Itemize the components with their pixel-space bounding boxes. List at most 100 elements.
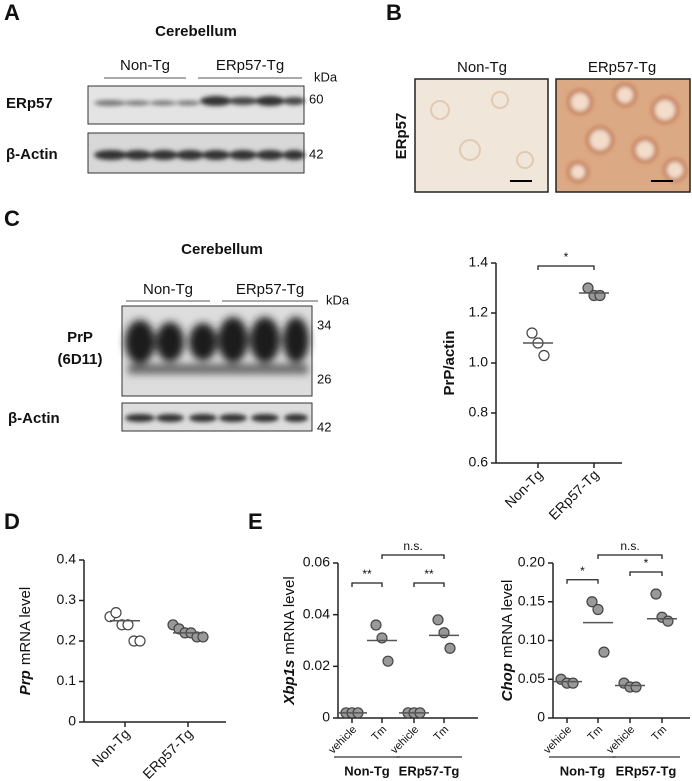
group-label: ERp57-Tg bbox=[236, 281, 304, 298]
data-point bbox=[526, 327, 538, 339]
significance-label: ** bbox=[424, 567, 434, 581]
x-tick-label: vehicle bbox=[541, 724, 574, 757]
y-axis-label-italic: Prp bbox=[17, 670, 34, 695]
data-point bbox=[438, 627, 450, 639]
data-point bbox=[630, 681, 642, 693]
data-point bbox=[376, 632, 388, 644]
y-axis-label: Chop mRNA level bbox=[499, 580, 516, 702]
data-point bbox=[370, 619, 382, 631]
group-label: Non-Tg bbox=[344, 763, 390, 778]
blot-row-label: ERp57 bbox=[6, 95, 53, 112]
micrograph bbox=[555, 78, 691, 193]
micrograph bbox=[414, 78, 549, 193]
significance-bracket bbox=[413, 582, 445, 587]
significance-label: ** bbox=[362, 567, 372, 581]
significance-label: * bbox=[564, 250, 569, 264]
y-tick-label: 0.3 bbox=[57, 591, 77, 607]
image-label: Non-Tg bbox=[457, 59, 507, 76]
data-point bbox=[586, 596, 598, 608]
significance-label: n.s. bbox=[403, 539, 422, 553]
x-tick-label: Tm bbox=[369, 724, 389, 744]
unit-label: kDa bbox=[314, 69, 338, 84]
group-label: Non-Tg bbox=[560, 763, 606, 778]
blot-title: Cerebellum bbox=[155, 23, 237, 40]
group-label: ERp57-Tg bbox=[216, 57, 284, 74]
group-label: ERp57-Tg bbox=[616, 763, 677, 778]
x-tick-label: ERp57-Tg bbox=[545, 466, 601, 522]
data-point bbox=[444, 642, 456, 654]
x-tick-label: Tm bbox=[585, 724, 605, 744]
group-label: Non-Tg bbox=[120, 57, 170, 74]
significance-bracket bbox=[381, 554, 445, 559]
marker-label: 60 bbox=[309, 91, 323, 106]
image-label: ERp57-Tg bbox=[588, 59, 656, 76]
y-tick-label: 0.15 bbox=[518, 592, 545, 608]
significance-bracket bbox=[597, 554, 663, 559]
blot-title: Cerebellum bbox=[181, 241, 263, 258]
data-point bbox=[592, 603, 604, 616]
significance-label: * bbox=[580, 564, 585, 578]
y-tick-label: 0.2 bbox=[57, 632, 77, 648]
y-axis-label: Xbp1s mRNA level bbox=[281, 576, 298, 705]
y-tick-label: 0.05 bbox=[518, 670, 545, 686]
y-tick-label: 0.06 bbox=[303, 554, 330, 570]
data-point bbox=[134, 635, 146, 647]
data-point bbox=[432, 614, 444, 626]
x-tick-label: Non-Tg bbox=[501, 466, 545, 510]
y-tick-label: 1.0 bbox=[469, 354, 489, 370]
panel-label: E bbox=[248, 509, 263, 534]
y-tick-label: 1.4 bbox=[469, 254, 489, 270]
y-axis-label-text: mRNA level bbox=[17, 587, 34, 665]
significance-label: * bbox=[644, 556, 649, 570]
y-tick-label: 0 bbox=[322, 709, 330, 725]
marker-label: 42 bbox=[309, 146, 323, 161]
stain-label: ERp57 bbox=[393, 113, 410, 160]
blot-row-label: β-Actin bbox=[8, 410, 60, 427]
significance-bracket bbox=[537, 265, 595, 270]
y-tick-label: 0 bbox=[68, 713, 76, 729]
blot-row-label: β-Actin bbox=[6, 146, 58, 163]
x-tick-label: vehicle bbox=[604, 724, 637, 757]
blot bbox=[87, 85, 305, 174]
y-tick-label: 0.04 bbox=[303, 605, 330, 621]
panel-label: A bbox=[4, 0, 20, 25]
data-point bbox=[122, 619, 134, 631]
data-point bbox=[650, 588, 662, 600]
x-tick-label: Tm bbox=[649, 724, 669, 744]
y-tick-label: 0.8 bbox=[469, 404, 489, 420]
marker-label: 34 bbox=[317, 317, 331, 332]
y-tick-label: 1.2 bbox=[469, 304, 489, 320]
data-point bbox=[538, 349, 550, 362]
blot-row-label: PrP bbox=[67, 329, 93, 346]
panel-label: D bbox=[4, 509, 20, 534]
x-tick-label: Non-Tg bbox=[88, 725, 132, 769]
significance-label: n.s. bbox=[620, 539, 639, 553]
data-point bbox=[598, 646, 610, 658]
marker-label: 42 bbox=[317, 419, 331, 434]
y-tick-label: 0.20 bbox=[518, 554, 545, 570]
group-label: Non-Tg bbox=[143, 281, 193, 298]
y-axis-label-text: mRNA level bbox=[281, 576, 298, 654]
x-tick-label: ERp57-Tg bbox=[139, 725, 195, 781]
x-tick-label: vehicle bbox=[388, 724, 421, 757]
x-tick-label: vehicle bbox=[326, 724, 359, 757]
data-point bbox=[382, 655, 394, 667]
panel-label: B bbox=[386, 0, 402, 25]
y-axis-label: Prp mRNA level bbox=[17, 587, 34, 695]
data-point bbox=[197, 631, 209, 643]
y-axis-label-italic: Chop bbox=[499, 663, 516, 701]
y-tick-label: 0.4 bbox=[57, 551, 77, 567]
blot bbox=[121, 305, 313, 432]
y-axis-label-italic: Xbp1s bbox=[281, 660, 298, 706]
data-point bbox=[110, 607, 122, 619]
significance-bracket bbox=[351, 582, 383, 587]
panel-label: C bbox=[4, 206, 20, 231]
y-axis-label-text: mRNA level bbox=[499, 580, 516, 658]
y-tick-label: 0 bbox=[537, 709, 545, 725]
blot-row-label: (6D11) bbox=[57, 351, 102, 368]
x-tick-label: Tm bbox=[431, 724, 451, 744]
y-tick-label: 0.02 bbox=[303, 657, 330, 673]
data-point bbox=[594, 289, 606, 302]
